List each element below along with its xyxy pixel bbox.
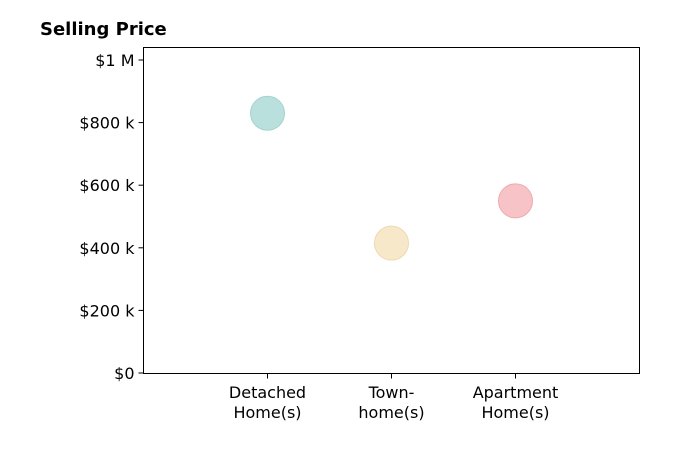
y-tick-label: $400 k (79, 239, 135, 258)
x-tick-label: Detached Home(s) (229, 383, 306, 422)
chart-title: Selling Price (40, 19, 167, 40)
y-tick-label: $800 k (79, 114, 135, 133)
x-tick-label-line: home(s) (358, 403, 424, 422)
y-tick-label: $600 k (79, 176, 135, 195)
y-axis: $0 $200 k $400 k $600 k $800 k $1 M (79, 51, 144, 383)
data-point (250, 95, 285, 131)
x-tick-label: Apartment Home(s) (473, 383, 559, 422)
x-tick-label-line: Apartment (473, 383, 559, 402)
y-tick-label: $200 k (79, 301, 135, 320)
x-tick-label-line: Town- (368, 383, 415, 402)
x-tick-label-line: Home(s) (481, 403, 549, 422)
y-tick-label: $1 M (95, 51, 134, 70)
data-points (250, 95, 533, 261)
x-axis: Detached Home(s)Town-home(s)Apartment Home… (229, 373, 559, 422)
x-tick-label-line: Detached (229, 383, 306, 402)
y-tick-label: $0 (114, 364, 134, 383)
plot-area (143, 47, 640, 374)
data-point (498, 183, 533, 219)
data-point (374, 225, 409, 261)
x-tick-label: Town-home(s) (358, 383, 424, 422)
x-tick-label-line: Home(s) (233, 403, 301, 422)
